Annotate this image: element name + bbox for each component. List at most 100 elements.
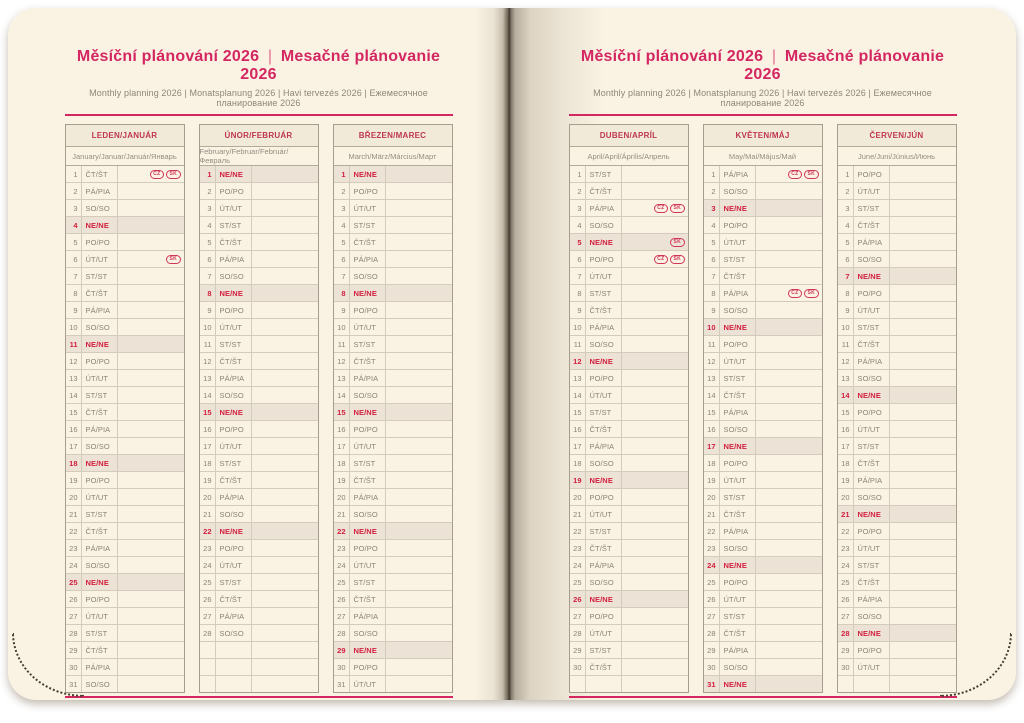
day-label: SO/SO xyxy=(854,489,890,505)
notes-cell xyxy=(622,387,688,403)
day-number: 21 xyxy=(570,506,586,522)
day-label: PO/PO xyxy=(854,404,890,420)
day-row: 11 ST/ST xyxy=(199,336,318,353)
day-label: ST/ST xyxy=(350,217,386,233)
day-number: 27 xyxy=(838,608,854,624)
day-label: PÁ/PIA xyxy=(720,642,756,658)
day-number: 5 xyxy=(200,234,216,250)
notes-cell xyxy=(118,506,184,522)
day-label: ČT/ŠT xyxy=(82,285,118,301)
day-row: 28 ST/ST xyxy=(65,625,184,642)
notes-cell xyxy=(756,387,822,403)
day-label: ČT/ŠT xyxy=(586,659,622,675)
day-label: NE/NE xyxy=(216,523,252,539)
day-row: 31 SO/SO xyxy=(66,676,184,692)
day-number: 29 xyxy=(66,642,82,658)
day-row: 7 SO/SO xyxy=(333,268,452,285)
day-label: ÚT/UT xyxy=(216,319,252,335)
day-label: PÁ/PIA xyxy=(854,472,890,488)
notes-cell xyxy=(118,285,184,301)
month-rows: 1 ČT/ŠT CZ SK 2 PÁ/PIA 3 SO/SO 4 NE/NE 5 PO/PO 6 ÚT/U… xyxy=(65,166,184,692)
day-label: ST/ST xyxy=(854,438,890,454)
day-number: 28 xyxy=(570,625,586,641)
day-label: ST/ST xyxy=(350,336,386,352)
notes-cell xyxy=(756,353,822,369)
day-row: 2 ÚT/UT xyxy=(837,183,956,200)
notes-cell xyxy=(386,200,452,216)
day-row: 26 PÁ/PIA xyxy=(837,591,956,608)
notes-cell xyxy=(252,319,318,335)
day-row: 10 PÁ/PIA xyxy=(569,319,688,336)
month-header: ÚNOR/FEBRUÁR xyxy=(199,125,318,147)
month-table: KVĚTEN/MÁJ May/Mai/Május/Май 1 PÁ/PIA CZ SK… xyxy=(702,124,823,693)
day-label: PO/PO xyxy=(82,234,118,250)
notes-cell xyxy=(386,455,452,471)
day-label: ČT/ŠT xyxy=(854,217,890,233)
day-number: 30 xyxy=(334,659,350,675)
day-row: 27 ST/ST xyxy=(703,608,822,625)
day-number: 23 xyxy=(200,540,216,556)
day-row: 19 ČT/ŠT xyxy=(199,472,318,489)
day-label: NE/NE xyxy=(82,455,118,471)
day-row: 26 PO/PO xyxy=(65,591,184,608)
day-number: 4 xyxy=(704,217,720,233)
notes-cell xyxy=(252,438,318,454)
day-label: SO/SO xyxy=(82,557,118,573)
day-label: ÚT/UT xyxy=(854,540,890,556)
month-table: BŘEZEN/MAREC March/März/Március/Март 1 NE… xyxy=(332,124,453,693)
day-label: SO/SO xyxy=(720,540,756,556)
day-number: 10 xyxy=(570,319,586,335)
day-label: SO/SO xyxy=(350,506,386,522)
day-number: 2 xyxy=(200,183,216,199)
day-row: 21 ÚT/UT xyxy=(569,506,688,523)
notes-cell xyxy=(386,608,452,624)
day-number: 31 xyxy=(334,676,350,692)
day-row: 19 PÁ/PIA xyxy=(837,472,956,489)
day-label: ÚT/UT xyxy=(82,608,118,624)
page-subtitle: Monthly planning 2026 | Monatsplanung 20… xyxy=(89,88,428,108)
day-row: 12 NE/NE xyxy=(569,353,688,370)
day-row: 27 ÚT/UT xyxy=(65,608,184,625)
day-number: 3 xyxy=(838,200,854,216)
empty-row xyxy=(838,676,956,692)
day-row: 2 ČT/ŠT xyxy=(569,183,688,200)
holiday-badge-cz: CZ xyxy=(149,169,164,179)
notes-cell xyxy=(622,404,688,420)
day-number: 25 xyxy=(200,574,216,590)
day-number: 23 xyxy=(704,540,720,556)
day-row: 19 NE/NE xyxy=(569,472,688,489)
day-number: 23 xyxy=(838,540,854,556)
day-row: 16 ÚT/UT xyxy=(837,421,956,438)
day-number: 5 xyxy=(838,234,854,250)
day-label: ST/ST xyxy=(586,166,622,182)
notes-cell xyxy=(252,472,318,488)
day-label: ČT/ŠT xyxy=(82,166,118,182)
day-row: 19 ÚT/UT xyxy=(703,472,822,489)
day-label xyxy=(216,659,252,675)
day-row: 29 NE/NE xyxy=(333,642,452,659)
day-label: PÁ/PIA xyxy=(350,251,386,267)
day-number: 4 xyxy=(570,217,586,233)
day-label: NE/NE xyxy=(586,591,622,607)
day-row: 6 PÁ/PIA xyxy=(333,251,452,268)
notes-cell xyxy=(386,336,452,352)
day-row: 2 SO/SO xyxy=(703,183,822,200)
day-number: 1 xyxy=(200,166,216,182)
day-number: 23 xyxy=(66,540,82,556)
day-number: 24 xyxy=(838,557,854,573)
day-row: 23 PO/PO xyxy=(199,540,318,557)
notes-cell xyxy=(252,268,318,284)
day-number: 1 xyxy=(704,166,720,182)
notes-cell xyxy=(622,302,688,318)
day-number: 20 xyxy=(200,489,216,505)
day-label: ÚT/UT xyxy=(720,472,756,488)
day-row: 16 ČT/ŠT xyxy=(569,421,688,438)
day-label: PÁ/PIA xyxy=(720,523,756,539)
day-row: 7 NE/NE xyxy=(837,268,956,285)
day-row: 26 ČT/ŠT xyxy=(199,591,318,608)
day-number: 25 xyxy=(838,574,854,590)
day-row: 22 ST/ST xyxy=(569,523,688,540)
day-row: 24 NE/NE xyxy=(703,557,822,574)
day-label: ČT/ŠT xyxy=(216,353,252,369)
notes-cell xyxy=(252,676,318,692)
